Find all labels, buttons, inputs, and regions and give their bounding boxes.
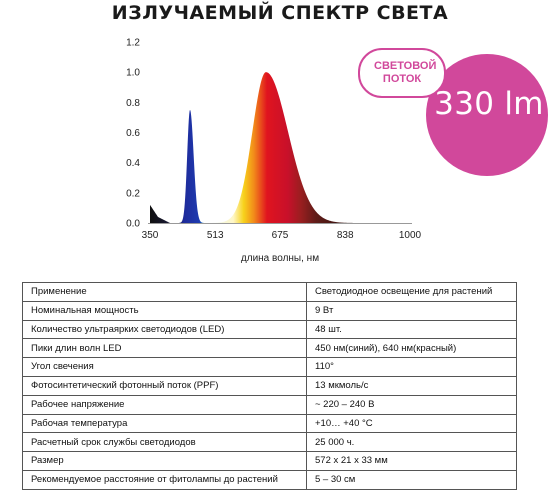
spec-name-cell: Угол свечения <box>22 357 307 377</box>
flux-label-badge: СВЕТОВОЙ ПОТОК <box>358 48 446 98</box>
spec-name-cell: Фотосинтетический фотонный поток (PPF) <box>22 375 307 396</box>
spec-name-cell: Рабочее напряжение <box>22 394 307 415</box>
table-row: Количество ультраярких светодиодов (LED)… <box>22 319 517 340</box>
table-row: Номинальная мощность 9 Вт <box>22 300 517 321</box>
spec-name-cell: Пики длин волн LED <box>22 338 307 359</box>
table-row: Размер 572 x 21 x 33 мм <box>22 451 517 471</box>
spec-name-cell: Номинальная мощность <box>22 300 307 321</box>
table-row: Угол свечения 110° <box>22 357 517 377</box>
spectrum-chart: 0.0 0.2 0.4 0.6 0.8 1.0 1.2 350 513 675 838 1000 <box>126 38 422 242</box>
spec-value-cell: Светодиодное освещение для растений <box>306 282 517 302</box>
table-row: Рабочее напряжение ~ 220 – 240 В <box>22 394 517 415</box>
spec-value-cell: 48 шт. <box>306 319 517 340</box>
y-tick-label: 0.8 <box>126 98 140 109</box>
table-row: Пики длин волн LED 450 нм(синий), 640 нм(… <box>22 338 517 359</box>
spec-value-cell: 13 мкмоль/с <box>306 375 517 396</box>
spec-name-cell: Количество ультраярких светодиодов (LED) <box>22 319 307 340</box>
spec-value-cell: 25 000 ч. <box>306 432 517 453</box>
spec-value-cell: +10… +40 °C <box>306 413 517 434</box>
x-tick-label: 675 <box>272 230 289 241</box>
flux-value: 330 lm <box>434 86 544 122</box>
spec-value-cell: 450 нм(синий), 640 нм(красный) <box>306 338 517 359</box>
spec-value-cell: ~ 220 – 240 В <box>306 394 517 415</box>
y-tick-label: 0.2 <box>126 188 140 199</box>
x-tick-label: 513 <box>207 230 224 241</box>
spec-name-cell: Рабочая температура <box>22 413 307 434</box>
table-row: Расчетный срок службы светодиодов 25 000 … <box>22 432 517 453</box>
table-row: Рекомендуемое расстояние от фитолампы до… <box>22 469 517 490</box>
spec-name-cell: Применение <box>22 282 307 302</box>
page-title: ИЗЛУЧАЕМЫЙ СПЕКТР СВЕТА <box>111 2 449 24</box>
y-tick-label: 0.0 <box>126 219 140 230</box>
y-tick-label: 0.4 <box>126 158 140 169</box>
spec-value-cell: 572 x 21 x 33 мм <box>306 451 517 471</box>
spec-value-cell: 5 – 30 см <box>306 469 517 490</box>
specs-table: Применение Светодиодное освещение для рас… <box>22 282 517 490</box>
y-tick-label: 1.2 <box>126 38 140 49</box>
table-row: Применение Светодиодное освещение для рас… <box>22 282 517 302</box>
spectrum-area <box>150 72 410 223</box>
x-axis-label: длина волны, нм <box>240 253 320 264</box>
spec-name-cell: Расчетный срок службы светодиодов <box>22 432 307 453</box>
y-tick-label: 1.0 <box>126 68 140 79</box>
spec-name-cell: Размер <box>22 451 307 471</box>
spec-value-cell: 9 Вт <box>306 300 517 321</box>
spec-value-cell: 110° <box>306 357 517 377</box>
y-tick-label: 0.6 <box>126 128 140 139</box>
spec-name-cell: Рекомендуемое расстояние от фитолампы до… <box>22 469 307 490</box>
table-row: Рабочая температура +10… +40 °C <box>22 413 517 434</box>
flux-circle <box>426 54 548 176</box>
table-row: Фотосинтетический фотонный поток (PPF) 13… <box>22 375 517 396</box>
x-tick-label: 1000 <box>399 230 422 241</box>
x-tick-label: 838 <box>337 230 354 241</box>
x-tick-label: 350 <box>142 230 159 241</box>
flux-label: СВЕТОВОЙ ПОТОК <box>374 59 437 85</box>
